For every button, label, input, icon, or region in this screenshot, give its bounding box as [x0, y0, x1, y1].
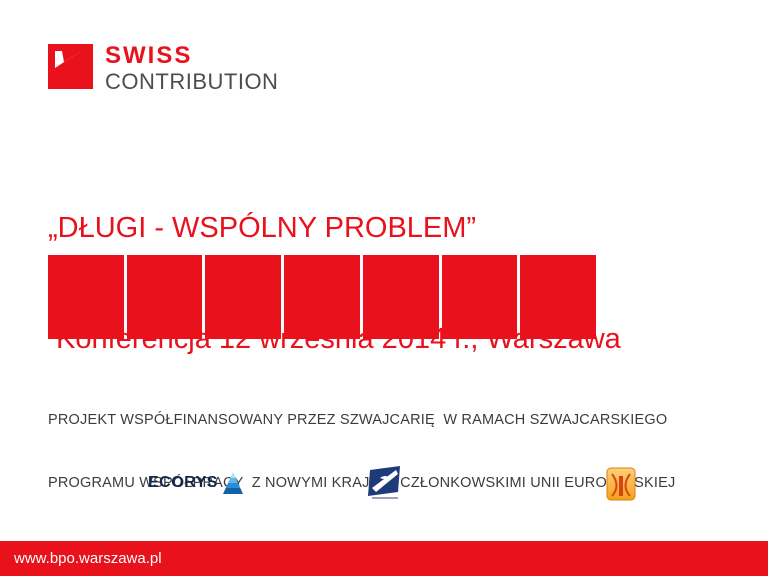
ecorys-logo: ECORYS	[148, 472, 243, 494]
navy-flag-icon	[368, 466, 400, 499]
swiss-logo-line2: CONTRIBUTION	[105, 69, 279, 94]
footer-url: www.bpo.warszawa.pl	[14, 550, 162, 567]
red-banner	[48, 255, 597, 339]
funding-line1: PROJEKT WSPÓŁFINANSOWANY PRZEZ SZWAJCARI…	[48, 412, 668, 428]
banner-segment	[48, 255, 124, 339]
slide-title-line2: Konferencja 12 września 2014 r., Warszaw…	[48, 323, 621, 355]
swiss-flag-icon	[48, 44, 93, 89]
ecorys-sail-icon	[222, 472, 243, 494]
swiss-logo-text: SWISS CONTRIBUTION	[105, 44, 278, 93]
swiss-contribution-logo: SWISS CONTRIBUTION	[48, 44, 278, 93]
slide-title: „DŁUGI - WSPÓLNY PROBLEM” Konferencja 12…	[48, 136, 621, 432]
banner-segment	[205, 255, 282, 339]
ecorys-logo-text: ECORYS	[148, 474, 218, 491]
banner-segment	[520, 255, 597, 339]
banner-segment	[126, 255, 203, 339]
slide-title-line1: „DŁUGI - WSPÓLNY PROBLEM”	[48, 212, 477, 244]
partner-logos-row: ECORYS	[0, 460, 768, 510]
funding-line2: PROGRAMU WSPÓŁPRACY Z NOWYMI KRAJAMI CZŁ…	[48, 475, 676, 491]
banner-segment	[441, 255, 518, 339]
banner-segment	[284, 255, 360, 339]
partner-logo-flag	[368, 466, 402, 505]
partner-logo-orange	[606, 466, 636, 507]
banner-segment	[362, 255, 439, 339]
swiss-logo-line1: SWISS	[105, 42, 193, 69]
funding-statement: PROJEKT WSPÓŁFINANSOWANY PRZEZ SZWAJCARI…	[48, 368, 675, 536]
orange-emblem-icon	[606, 467, 636, 501]
footer-bar: www.bpo.warszawa.pl	[0, 541, 768, 576]
